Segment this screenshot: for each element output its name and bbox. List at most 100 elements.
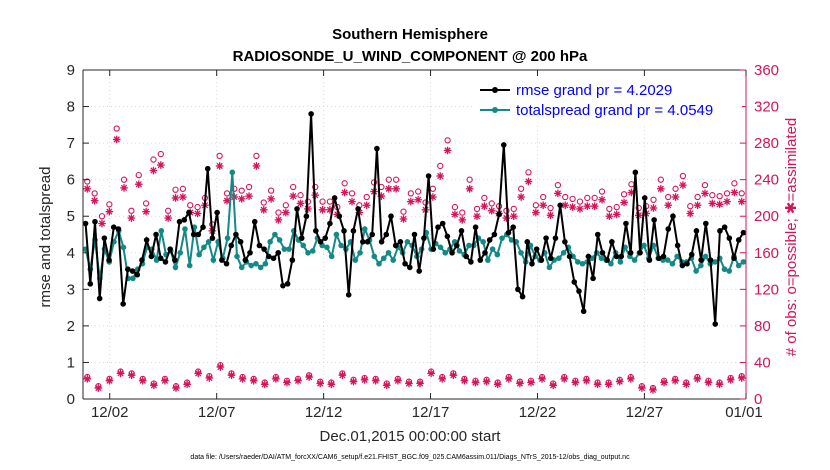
obs-assimilated-point (360, 376, 369, 384)
rmse-point (468, 259, 474, 265)
obs-assimilated-point (407, 197, 415, 206)
asterisk-stroke (261, 381, 268, 388)
obs-assimilated-point (693, 201, 702, 210)
totalspread-point (437, 244, 444, 251)
rmse-point (308, 111, 314, 117)
asterisk-stroke (727, 376, 734, 383)
rmse-point (519, 293, 526, 300)
y-right-tick-label: 120 (754, 281, 779, 298)
asterisk-stroke (459, 216, 466, 224)
totalspread-point (172, 264, 179, 271)
asterisk-stroke (694, 202, 701, 209)
asterisk-stroke (473, 213, 481, 220)
rmse-point (688, 251, 695, 258)
obs-assimilated-point (473, 212, 481, 221)
rmse-point (637, 249, 643, 256)
totalspread-point (210, 257, 217, 263)
asterisk-stroke (348, 198, 356, 205)
obs-possible-point (128, 207, 135, 214)
totalspread-point (518, 249, 524, 256)
asterisk-stroke (117, 370, 124, 377)
obs-assimilated-point (238, 375, 247, 383)
rmse-point (712, 321, 719, 327)
rmse-point (632, 169, 639, 176)
obs-assimilated-point (83, 375, 92, 383)
asterisk-stroke (687, 210, 694, 217)
rmse-point (482, 249, 488, 256)
x-tick-label: 12/02 (91, 404, 129, 421)
obs-possible-point (738, 190, 745, 197)
obs-assimilated-point (267, 195, 275, 203)
obs-assimilated-point (227, 371, 236, 380)
rmse-point (425, 173, 432, 179)
rmse-point (298, 235, 305, 241)
asterisk-stroke (98, 220, 106, 227)
asterisk-stroke (305, 373, 313, 381)
obs-possible-point (437, 162, 444, 170)
totalspread-point (390, 257, 397, 263)
obs-assimilated-point (338, 371, 347, 380)
rmse-point (703, 220, 709, 227)
rmse-point (247, 249, 253, 256)
totalspread-point (489, 246, 496, 252)
rmse-point (327, 220, 333, 227)
totalspread-point (485, 257, 491, 263)
obs-assimilated-point (149, 166, 158, 175)
rmse-point (449, 249, 455, 256)
rmse-point (656, 255, 662, 262)
rmse-point (388, 213, 394, 220)
rmse-point (392, 242, 399, 249)
totalspread-point (257, 264, 264, 271)
obs-assimilated-point (509, 212, 518, 221)
rmse-point (219, 257, 225, 263)
obs-assimilated-point (274, 216, 283, 224)
rmse-point (148, 253, 155, 260)
rmse-point (740, 229, 747, 236)
obs-possible-point (679, 172, 687, 180)
obs-assimilated-point (730, 188, 739, 197)
asterisk-stroke (451, 211, 459, 218)
obs-assimilated-point (517, 193, 525, 201)
obs-assimilated-point (443, 146, 452, 155)
obs-possible-point (84, 178, 91, 185)
totalspread-point (698, 262, 704, 269)
totalspread-point (267, 239, 273, 245)
asterisk-stroke (616, 378, 623, 385)
obs-possible-point (341, 180, 348, 187)
rmse-point (684, 260, 690, 267)
obs-possible-point (223, 190, 231, 197)
rmse-point (735, 237, 742, 243)
obs-possible-point (459, 209, 466, 216)
obs-assimilated-point (708, 199, 717, 208)
asterisk-stroke (106, 208, 113, 215)
rmse-point (129, 268, 136, 274)
chart-subtitle: RADIOSONDE_U_WIND_COMPONENT @ 200 hPa (233, 48, 588, 65)
asterisk-stroke (554, 190, 562, 197)
asterisk-stroke (594, 381, 601, 388)
rmse-point (275, 249, 282, 256)
asterisk-stroke (194, 210, 201, 217)
rmse-point (261, 246, 267, 252)
obs-assimilated-point (626, 375, 635, 383)
asterisk-stroke (361, 376, 368, 383)
asterisk-stroke (550, 382, 557, 389)
obs-assimilated-point (449, 371, 458, 380)
rmse-point (717, 228, 723, 234)
obs-assimilated-point (83, 185, 92, 193)
obs-assimilated-point (138, 376, 147, 385)
obs-possible-point (731, 180, 738, 187)
rmse-point (345, 292, 352, 298)
obs-assimilated-point (392, 185, 400, 193)
totalspread-point (579, 260, 586, 267)
obs-assimilated-point (183, 380, 191, 389)
rmse-point (331, 195, 338, 201)
obs-assimilated-point (171, 194, 180, 202)
asterisk-stroke (466, 185, 473, 192)
asterisk-stroke (572, 379, 579, 386)
obs-assimilated-point (737, 374, 746, 382)
rmse-point (233, 231, 239, 238)
asterisk-stroke (250, 377, 257, 384)
y-tick-label: 9 (67, 62, 75, 79)
obs-assimilated-point (349, 377, 358, 386)
asterisk-stroke (510, 213, 517, 220)
